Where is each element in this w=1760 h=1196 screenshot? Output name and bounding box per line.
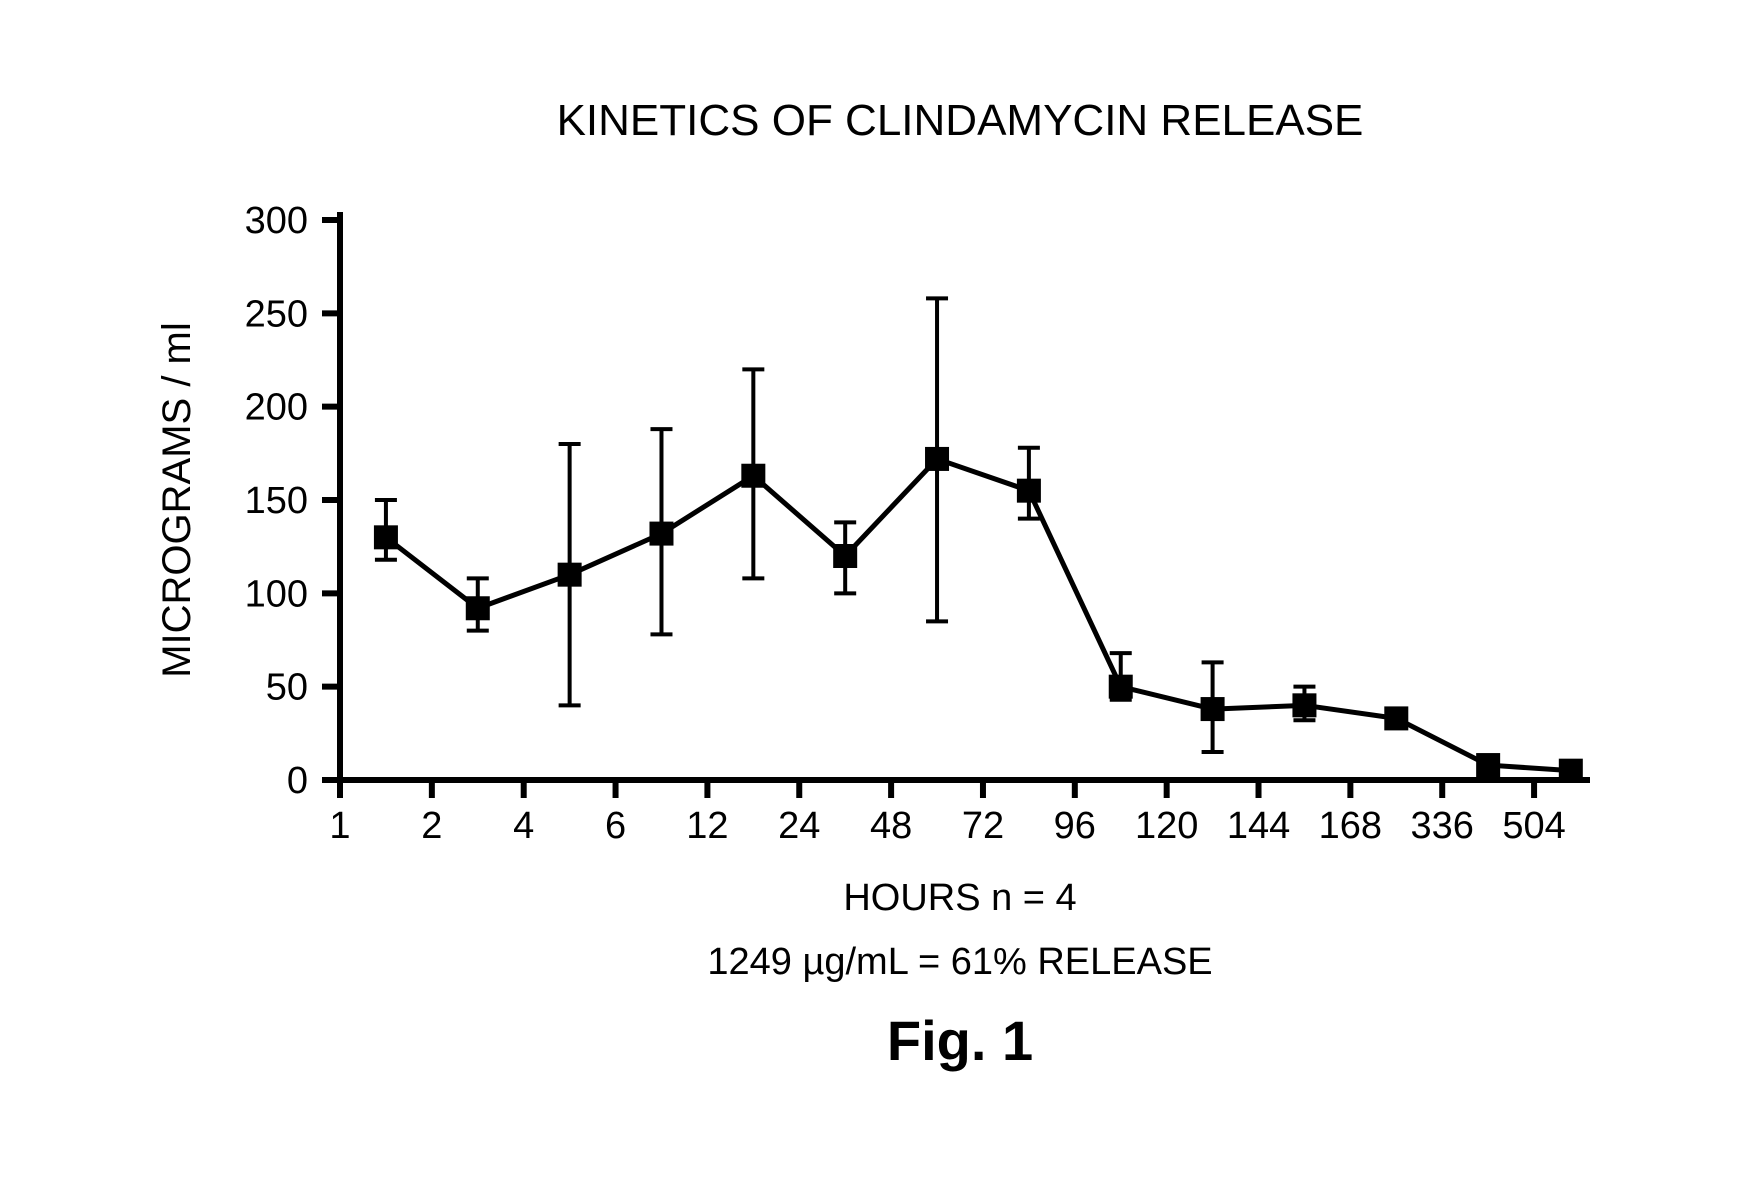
x-tick-label: 144 <box>1227 805 1290 847</box>
chart-svg: KINETICS OF CLINDAMYCIN RELEASE050100150… <box>0 0 1760 1196</box>
data-marker <box>742 465 764 487</box>
figure-label: Fig. 1 <box>887 1009 1033 1072</box>
x-tick-label: 168 <box>1319 805 1382 847</box>
data-marker <box>1202 698 1224 720</box>
data-marker <box>926 448 948 470</box>
x-tick-label: 6 <box>605 805 626 847</box>
data-marker <box>467 597 489 619</box>
x-tick-label: 1 <box>329 805 350 847</box>
data-marker <box>375 526 397 548</box>
y-tick-label: 250 <box>245 293 308 335</box>
data-marker <box>650 523 672 545</box>
data-marker <box>834 545 856 567</box>
y-axis-label: MICROGRAMS / ml <box>155 322 199 678</box>
y-tick-label: 150 <box>245 480 308 522</box>
y-tick-label: 300 <box>245 200 308 242</box>
x-tick-label: 504 <box>1502 805 1565 847</box>
x-tick-label: 120 <box>1135 805 1198 847</box>
x-tick-label: 24 <box>778 805 820 847</box>
data-marker <box>559 564 581 586</box>
data-marker <box>1385 707 1407 729</box>
x-tick-label: 4 <box>513 805 534 847</box>
data-marker <box>1477 754 1499 776</box>
data-marker <box>1560 760 1582 782</box>
y-tick-label: 100 <box>245 573 308 615</box>
x-axis-label: HOURS n = 4 <box>843 877 1076 919</box>
data-marker <box>1018 480 1040 502</box>
x-tick-label: 336 <box>1411 805 1474 847</box>
y-tick-label: 200 <box>245 387 308 429</box>
x-tick-label: 48 <box>870 805 912 847</box>
kinetics-chart: KINETICS OF CLINDAMYCIN RELEASE050100150… <box>0 0 1760 1196</box>
x-tick-label: 72 <box>962 805 1004 847</box>
release-caption: 1249 µg/mL = 61% RELEASE <box>707 941 1212 983</box>
data-marker <box>1293 694 1315 716</box>
y-tick-label: 0 <box>287 760 308 802</box>
x-tick-label: 96 <box>1054 805 1096 847</box>
chart-title: KINETICS OF CLINDAMYCIN RELEASE <box>557 96 1364 145</box>
y-tick-label: 50 <box>266 667 308 709</box>
data-marker <box>1110 676 1132 698</box>
x-tick-label: 2 <box>421 805 442 847</box>
x-tick-label: 12 <box>686 805 728 847</box>
